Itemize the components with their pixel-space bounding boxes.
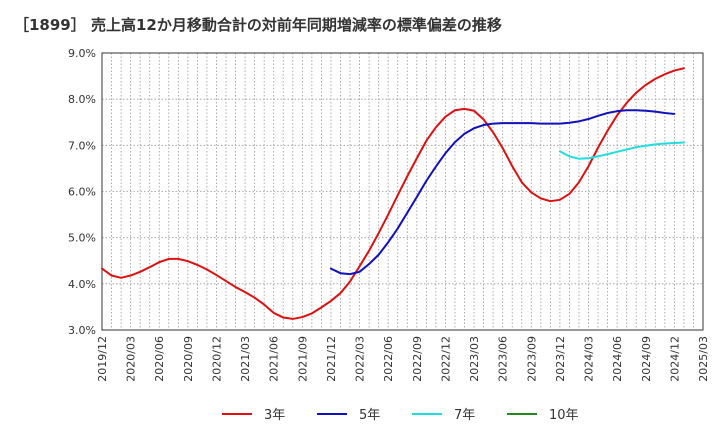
series-lines [101, 67, 685, 320]
x-tick-label: 2024/03 [583, 336, 596, 382]
x-tick-label: 2021/09 [296, 336, 309, 382]
chart-title: ［1899］ 売上高12か月移動合計の対前年同期増減率の標準偏差の推移 [14, 16, 502, 34]
x-tick-label: 2022/09 [411, 336, 424, 382]
legend-label: 3年 [264, 408, 285, 423]
x-axis-labels: 2019/12 2020/03 2020/06 2020/09 2020/12 2021/… [96, 336, 710, 382]
x-tick-label: 2020/12 [210, 336, 223, 382]
x-tick-label: 2024/12 [668, 336, 681, 382]
x-tick-label: 2023/03 [468, 336, 481, 382]
series-line [329, 109, 676, 276]
y-axis-labels: 3.0% 4.0% 5.0% 6.0% 7.0% 8.0% 9.0% [68, 47, 96, 337]
x-tick-label: 2020/03 [125, 336, 138, 382]
y-tick-label: 6.0% [68, 186, 96, 199]
legend-label: 10年 [549, 408, 579, 423]
x-tick-label: 2022/12 [439, 336, 452, 382]
axes [101, 52, 704, 331]
legend: 3年 5年 7年 10年 [222, 408, 579, 423]
x-tick-label: 2024/06 [611, 336, 624, 382]
legend-label: 7年 [454, 408, 475, 423]
x-tick-label: 2025/03 [697, 336, 710, 382]
series-line [558, 141, 685, 160]
y-tick-label: 7.0% [68, 139, 96, 152]
x-tick-label: 2023/12 [554, 336, 567, 382]
x-tick-label: 2021/03 [239, 336, 252, 382]
legend-label: 5年 [359, 408, 380, 423]
y-tick-label: 3.0% [68, 324, 96, 337]
grid [102, 52, 703, 331]
x-tick-label: 2023/06 [497, 336, 510, 382]
x-tick-label: 2019/12 [96, 336, 109, 382]
y-tick-label: 9.0% [68, 47, 96, 60]
x-tick-label: 2020/06 [153, 336, 166, 382]
y-tick-label: 8.0% [68, 93, 96, 106]
x-tick-label: 2023/09 [525, 336, 538, 382]
plot-frame [101, 52, 704, 331]
x-tick-label: 2022/06 [382, 336, 395, 382]
series-line [101, 67, 685, 320]
y-tick-label: 4.0% [68, 278, 96, 291]
x-tick-label: 2022/03 [354, 336, 367, 382]
x-tick-label: 2021/12 [325, 336, 338, 382]
x-tick-label: 2020/09 [182, 336, 195, 382]
x-tick-label: 2021/06 [268, 336, 281, 382]
x-tick-label: 2024/09 [640, 336, 653, 382]
y-tick-label: 5.0% [68, 232, 96, 245]
